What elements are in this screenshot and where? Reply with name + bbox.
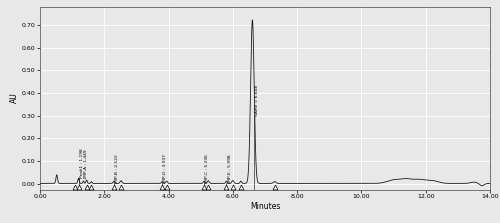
- Text: IMP-E : 5.998: IMP-E : 5.998: [228, 154, 232, 183]
- Y-axis label: AU: AU: [10, 93, 18, 103]
- Text: SAMe = 6.608: SAMe = 6.608: [255, 85, 259, 116]
- Text: Peak1 : 1.198
IMP-A : 1.449: Peak1 : 1.198 IMP-A : 1.449: [80, 149, 88, 178]
- Text: IMP-C : 5.236: IMP-C : 5.236: [205, 154, 209, 183]
- Text: IMP-D : 3.937: IMP-D : 3.937: [164, 154, 168, 183]
- X-axis label: Minutes: Minutes: [250, 202, 280, 211]
- Text: IMP-B : 2.522: IMP-B : 2.522: [115, 154, 119, 183]
